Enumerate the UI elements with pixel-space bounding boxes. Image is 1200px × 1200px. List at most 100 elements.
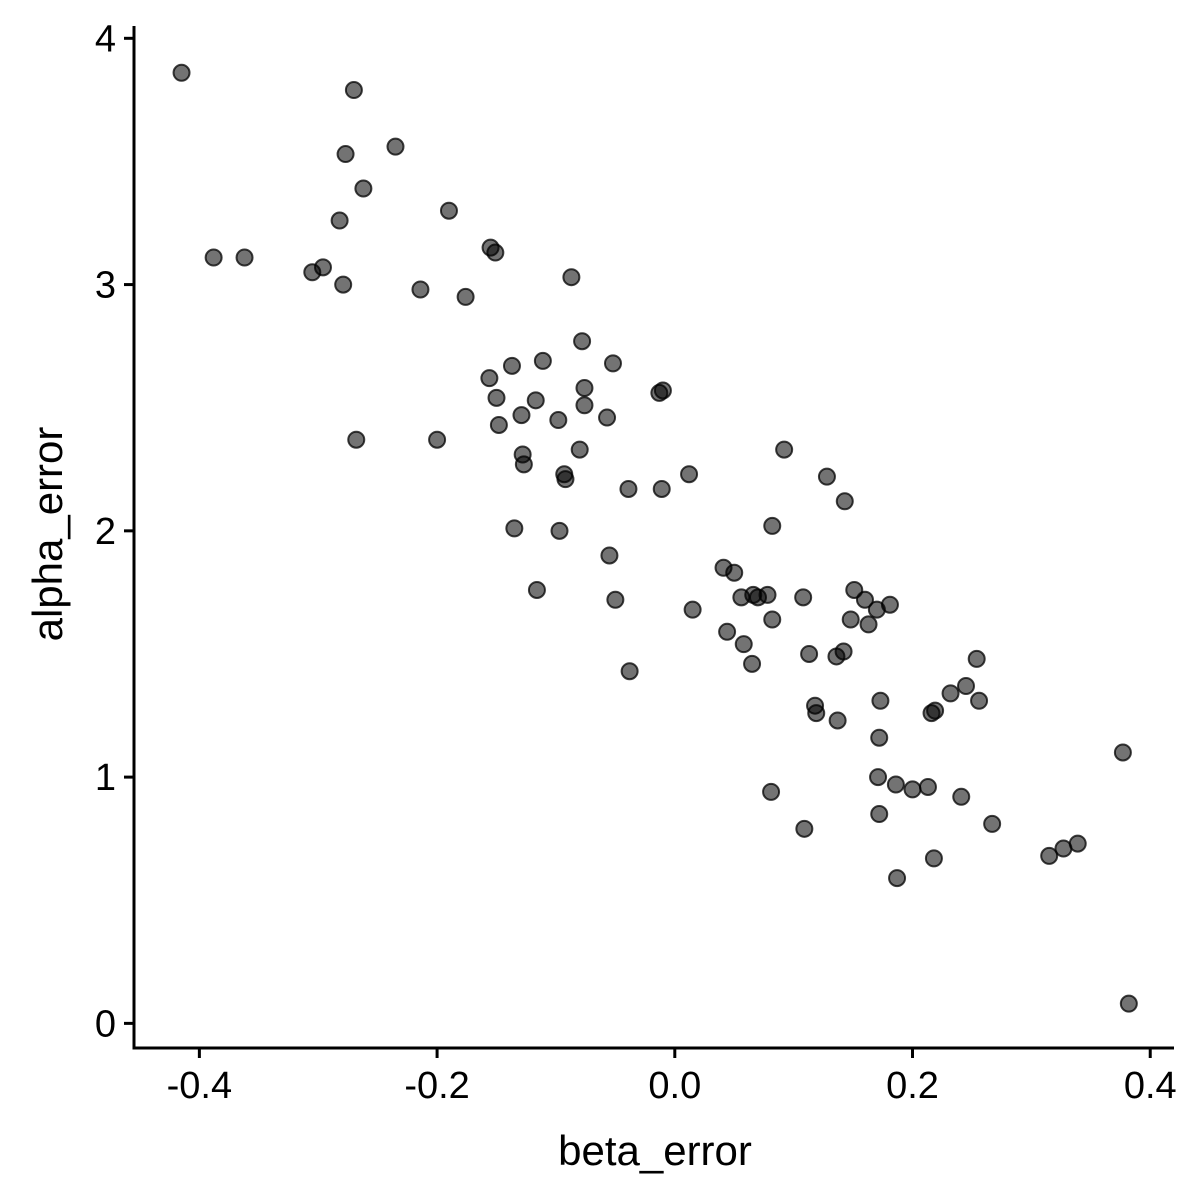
scatter-point	[983, 814, 1002, 833]
y-tick-label: 0	[95, 1003, 116, 1045]
y-axis-label: alpha_error	[24, 427, 71, 642]
scatter-point	[575, 396, 594, 415]
scatter-point	[489, 415, 508, 434]
x-tick-label: 0.0	[648, 1065, 701, 1107]
scatter-point	[235, 248, 254, 267]
y-tick-label: 4	[95, 18, 116, 60]
scatter-point	[549, 411, 568, 430]
scatter-point	[817, 467, 836, 486]
scatter-point	[556, 470, 575, 489]
scatter-point	[888, 869, 907, 888]
scatter-point	[527, 580, 546, 599]
scatter-point	[575, 379, 594, 398]
scatter-point	[330, 211, 349, 230]
scatter-point	[743, 654, 762, 673]
scatter-point	[871, 691, 890, 710]
scatter-point	[680, 465, 699, 484]
scatter-point	[334, 275, 353, 294]
scatter-point	[725, 563, 744, 582]
scatter-point	[967, 649, 986, 668]
scatter-point	[941, 684, 960, 703]
scatter-point	[855, 590, 874, 609]
y-axis-ticks: 0 1 2 3 4	[95, 18, 134, 1045]
scatter-point	[886, 775, 905, 794]
scatter-point	[903, 780, 922, 799]
scatter-point	[550, 521, 569, 540]
scatter-point	[794, 588, 813, 607]
scatter-point	[1054, 839, 1073, 858]
scatter-point	[835, 492, 854, 511]
scatter-point	[828, 711, 847, 730]
x-axis-ticks: -0.4 -0.2 0.0 0.2 0.4	[167, 1048, 1177, 1107]
scatter-point	[562, 268, 581, 287]
scatter-point	[758, 585, 777, 604]
scatter-point	[762, 782, 781, 801]
scatter-point	[619, 479, 638, 498]
scatter-point	[869, 768, 888, 787]
scatter-point	[683, 600, 702, 619]
scatter-point	[834, 642, 853, 661]
scatter-point	[924, 849, 943, 868]
scatter-point	[354, 179, 373, 198]
scatter-point	[870, 728, 889, 747]
scatter-point	[600, 546, 619, 565]
scatter-point	[859, 615, 878, 634]
y-tick-label: 1	[95, 757, 116, 799]
scatter-point	[795, 819, 814, 838]
x-tick-label: 0.4	[1124, 1065, 1177, 1107]
scatter-point	[734, 635, 753, 654]
scatter-point	[807, 704, 826, 723]
x-tick-label: -0.4	[167, 1065, 232, 1107]
scatter-point	[480, 369, 499, 388]
scatter-point	[486, 243, 505, 262]
y-tick-label: 3	[95, 265, 116, 307]
scatter-point	[841, 610, 860, 629]
scatter-point	[512, 406, 531, 425]
scatter-point	[1119, 994, 1138, 1013]
scatter-point	[620, 662, 639, 681]
scatter-point	[952, 787, 971, 806]
scatter-point	[487, 388, 506, 407]
scatter-point	[1040, 846, 1059, 865]
scatter-point	[1113, 743, 1132, 762]
scatter-point	[970, 691, 989, 710]
y-tick-label: 2	[95, 511, 116, 553]
scatter-point	[870, 805, 889, 824]
scatter-point	[718, 622, 737, 641]
scatter-point	[880, 595, 899, 614]
points-layer	[172, 63, 1138, 1013]
scatter-point	[347, 430, 366, 449]
scatter-point	[439, 201, 458, 220]
scatter-point	[204, 248, 223, 267]
scatter-point	[603, 354, 622, 373]
scatter-point	[172, 63, 191, 82]
scatter-point	[344, 81, 363, 100]
scatter-point	[775, 440, 794, 459]
scatter-point	[653, 381, 672, 400]
scatter-point	[573, 332, 592, 351]
scatter-point	[505, 519, 524, 538]
x-tick-label: 0.2	[886, 1065, 939, 1107]
scatter-point	[502, 356, 521, 375]
scatter-point	[386, 137, 405, 156]
scatter-point	[598, 408, 617, 427]
scatter-point	[800, 644, 819, 663]
scatter-point	[652, 479, 671, 498]
scatter-point	[526, 391, 545, 410]
scatter-point	[957, 676, 975, 695]
scatter-point	[918, 777, 937, 796]
scatter-point	[533, 351, 552, 370]
scatter-point	[303, 263, 322, 282]
scatter-point	[926, 701, 945, 720]
scatter-point	[570, 440, 589, 459]
scatter-point	[411, 280, 430, 299]
scatter-point	[336, 145, 355, 164]
scatter-point	[763, 610, 782, 629]
scatter-point	[456, 287, 475, 306]
scatter-point	[514, 455, 533, 474]
x-tick-label: -0.2	[404, 1065, 469, 1107]
scatter-point	[606, 590, 625, 609]
scatter-point	[428, 430, 447, 449]
x-axis-label: beta_error	[558, 1127, 752, 1174]
